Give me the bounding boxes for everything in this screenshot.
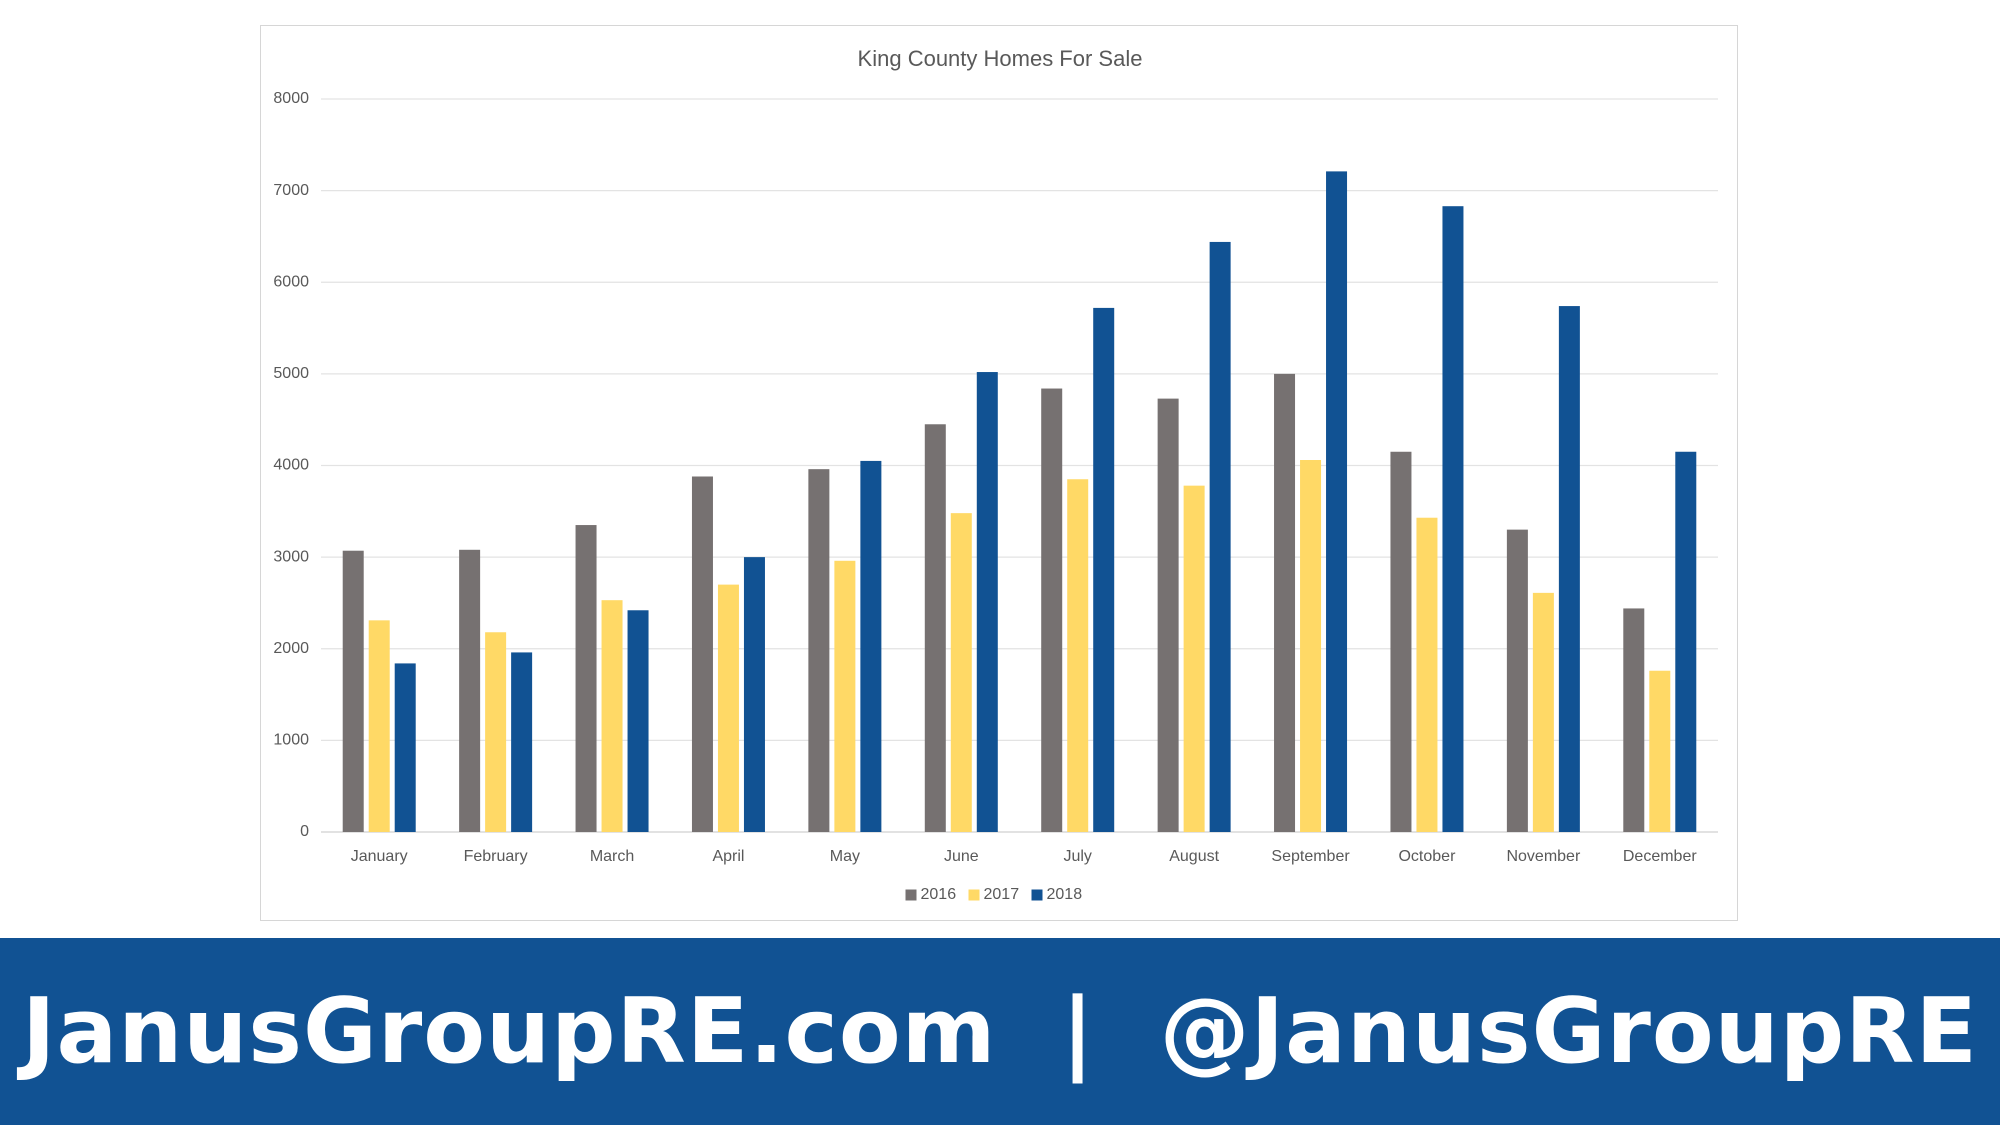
bar-2017-april [717,584,739,832]
y-tick-label: 2000 [273,640,309,657]
x-tick-label: April [712,848,744,865]
bar-2018-october [1442,206,1464,833]
x-tick-label: September [1271,848,1350,865]
bar-2016-july [1041,388,1063,832]
y-tick-label: 5000 [273,365,309,382]
bar-2018-january [394,663,416,832]
bar-2018-april [743,557,765,832]
legend-swatch-2017 [968,889,980,901]
x-tick-label: June [944,848,979,865]
y-tick-label: 6000 [273,273,309,290]
x-tick-label: May [830,848,860,865]
bar-2018-august [1209,241,1231,832]
legend: 2016 2017 2018 [905,886,1083,903]
bar-2016-may [808,469,830,832]
bar-2016-february [459,549,481,832]
x-tick-label: December [1623,848,1697,865]
legend-swatch-2018 [1031,889,1043,901]
x-tick-label: July [1063,848,1091,865]
bar-2017-october [1416,517,1438,832]
legend-label-2016: 2016 [921,886,957,903]
bar-2016-august [1157,398,1179,832]
chart-title: King County Homes For Sale [858,46,1143,71]
bar-2017-february [485,632,507,832]
y-tick-label: 7000 [273,182,309,199]
bar-2017-march [601,600,623,832]
bar-2018-june [976,372,998,832]
y-tick-label: 3000 [273,548,309,565]
bar-2018-february [511,652,533,832]
chart-svg: King County Homes For Sale 0 1000 2000 3000… [273,46,1718,903]
footer-text: JanusGroupRE.com | @JanusGroupRE [22,979,1978,1084]
chart-frame: King County Homes For Sale 0 1000 2000 3000… [260,25,1738,921]
bar-2016-november [1506,529,1528,832]
y-tick-label: 8000 [273,90,309,107]
bar-2016-september [1274,373,1296,832]
bar-2017-august [1183,485,1205,832]
x-tick-label: March [590,848,634,865]
bar-2018-september [1326,171,1348,833]
bar-2017-july [1067,479,1089,832]
bars [342,171,1697,833]
bar-2018-december [1675,451,1697,832]
bar-2016-january [342,550,364,832]
bar-2016-june [924,424,946,832]
gridlines [321,98,1718,833]
bar-2016-october [1390,451,1412,832]
y-axis-ticks: 0 1000 2000 3000 4000 5000 6000 7000 8000 [273,90,309,840]
legend-label-2018: 2018 [1047,886,1083,903]
bar-2017-january [368,620,390,832]
x-tick-label: November [1506,848,1580,865]
footer-banner: JanusGroupRE.com | @JanusGroupRE [0,938,2000,1125]
bar-2017-september [1300,460,1322,832]
bar-2018-november [1558,306,1580,832]
bar-2018-may [860,460,882,832]
x-tick-label: February [464,848,528,865]
y-tick-label: 0 [300,823,309,840]
bar-2017-june [950,513,972,832]
y-tick-label: 1000 [273,732,309,749]
bar-2016-december [1623,608,1645,832]
bar-2018-july [1093,307,1115,832]
bar-2016-april [691,476,713,832]
legend-label-2017: 2017 [984,886,1020,903]
bar-2017-november [1532,592,1554,832]
x-tick-label: October [1398,848,1456,865]
x-tick-label: August [1169,848,1219,865]
y-tick-label: 4000 [273,457,309,474]
x-tick-label: January [351,848,408,865]
bar-2018-march [627,610,649,832]
bar-2016-march [575,525,597,832]
legend-swatch-2016 [905,889,917,901]
bar-2017-december [1649,670,1671,832]
x-axis-ticks: January February March April May June July Augu… [351,848,1698,865]
bar-2017-may [834,560,856,832]
